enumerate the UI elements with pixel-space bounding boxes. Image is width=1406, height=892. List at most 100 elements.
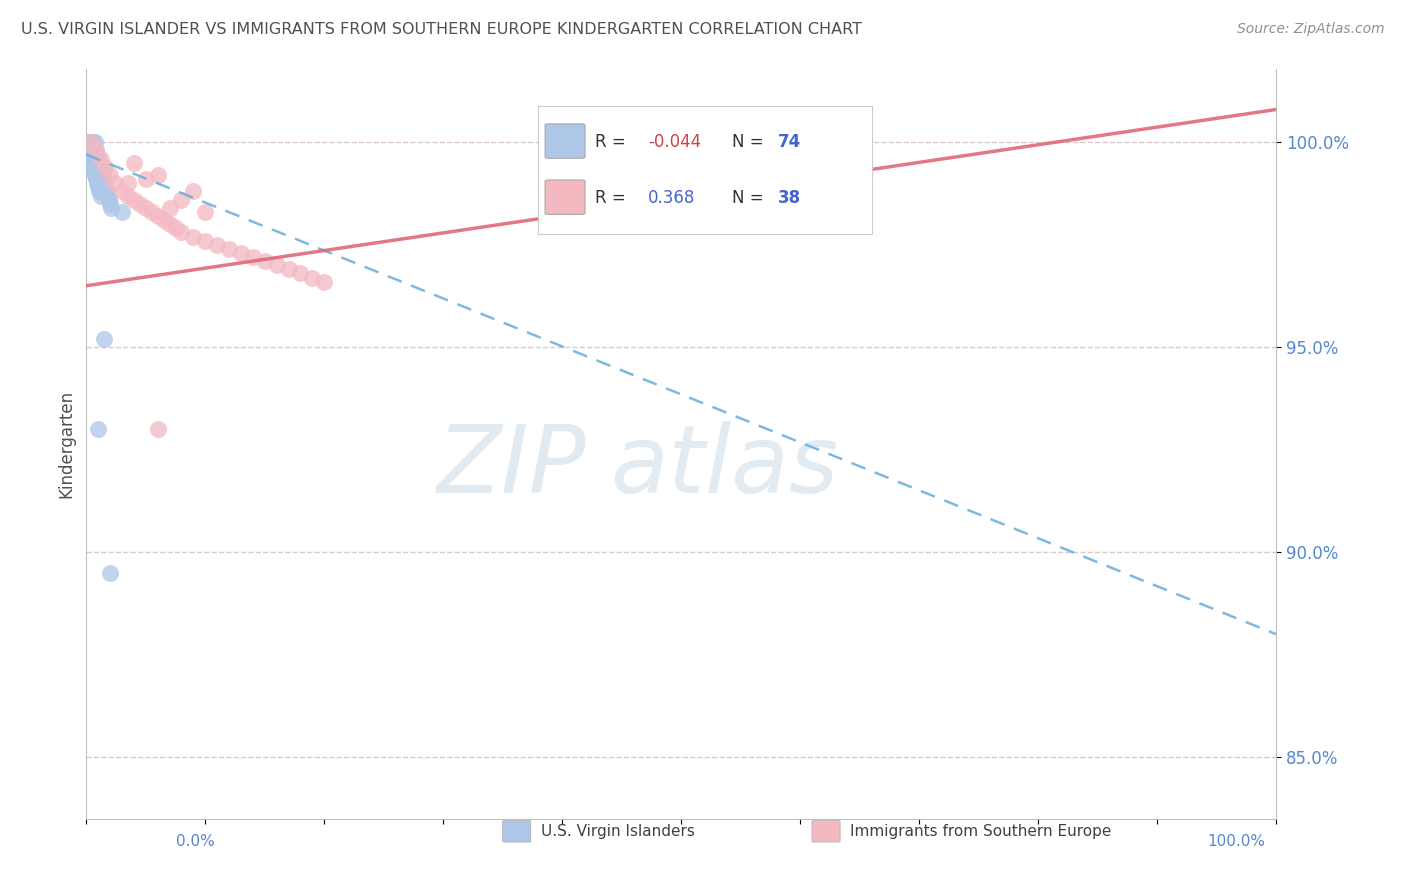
Point <box>83 168 105 182</box>
Point <box>94 160 117 174</box>
Point <box>90 152 112 166</box>
Point <box>82 152 104 166</box>
Point <box>84 144 107 158</box>
Point <box>152 213 174 227</box>
Point <box>111 205 134 219</box>
Point <box>77 136 100 150</box>
Point <box>83 136 105 150</box>
Point <box>111 185 134 199</box>
Text: Immigrants from Southern Europe: Immigrants from Southern Europe <box>849 824 1111 838</box>
Point <box>146 209 169 223</box>
Point <box>83 160 105 174</box>
Point <box>87 152 110 166</box>
Point <box>135 201 157 215</box>
Point <box>82 156 104 170</box>
Point <box>170 193 193 207</box>
Point <box>183 229 205 244</box>
Point <box>90 160 112 174</box>
Point <box>82 160 104 174</box>
Text: 100.0%: 100.0% <box>1208 834 1265 849</box>
Point <box>135 172 157 186</box>
Point <box>90 164 112 178</box>
Point <box>82 136 104 150</box>
Point <box>79 136 101 150</box>
Point <box>87 422 110 436</box>
Point <box>82 152 104 166</box>
Point <box>87 172 110 186</box>
Point <box>266 258 288 272</box>
Point <box>86 176 108 190</box>
Point <box>117 188 139 202</box>
Point <box>242 250 264 264</box>
Point <box>100 201 122 215</box>
Point <box>82 156 104 170</box>
Point <box>277 262 299 277</box>
Point <box>90 180 112 194</box>
Point <box>253 254 276 268</box>
Point <box>89 176 111 190</box>
Point <box>159 201 181 215</box>
Point <box>146 422 169 436</box>
Point <box>80 147 103 161</box>
Point <box>314 275 336 289</box>
Point <box>183 185 205 199</box>
Point <box>82 160 104 174</box>
Text: U.S. VIRGIN ISLANDER VS IMMIGRANTS FROM SOUTHERN EUROPE KINDERGARTEN CORRELATION: U.S. VIRGIN ISLANDER VS IMMIGRANTS FROM … <box>21 22 862 37</box>
Point <box>80 147 103 161</box>
Point <box>86 168 108 182</box>
Y-axis label: Kindergarten: Kindergarten <box>58 390 75 498</box>
Text: atlas: atlas <box>610 420 838 512</box>
Point <box>122 156 145 170</box>
Point <box>89 156 111 170</box>
Point <box>194 234 217 248</box>
Point <box>93 172 115 186</box>
Point <box>165 221 187 235</box>
Point <box>80 136 103 150</box>
Point <box>87 172 110 186</box>
Point <box>80 136 103 150</box>
Point <box>84 168 107 182</box>
Point <box>94 180 117 194</box>
Point <box>229 246 252 260</box>
Point <box>194 205 217 219</box>
Point <box>79 147 101 161</box>
Point <box>79 152 101 166</box>
Point <box>205 237 228 252</box>
Point <box>117 176 139 190</box>
Point <box>96 185 118 199</box>
Point <box>98 168 121 182</box>
Point <box>84 172 107 186</box>
Point <box>82 160 104 174</box>
Point <box>83 164 105 178</box>
Point <box>87 176 110 190</box>
Point <box>218 242 240 256</box>
Point <box>80 156 103 170</box>
Point <box>84 164 107 178</box>
Text: 0.0%: 0.0% <box>176 834 215 849</box>
Point <box>91 168 114 182</box>
Point <box>84 144 107 158</box>
Point <box>90 185 112 199</box>
Point <box>79 144 101 158</box>
Point <box>98 196 121 211</box>
Point <box>97 193 120 207</box>
Point <box>93 332 115 346</box>
Point <box>80 152 103 166</box>
Point <box>89 176 111 190</box>
Point <box>170 226 193 240</box>
Point <box>290 267 312 281</box>
Point <box>86 172 108 186</box>
Text: Source: ZipAtlas.com: Source: ZipAtlas.com <box>1237 22 1385 37</box>
Point <box>79 144 101 158</box>
Point <box>104 176 127 190</box>
Point <box>90 188 112 202</box>
Point <box>128 196 150 211</box>
Point <box>89 180 111 194</box>
Point <box>84 168 107 182</box>
Point <box>159 217 181 231</box>
Text: ZIP: ZIP <box>436 420 586 512</box>
Point <box>86 168 108 182</box>
Point <box>82 164 104 178</box>
Point <box>77 144 100 158</box>
Point <box>301 270 323 285</box>
